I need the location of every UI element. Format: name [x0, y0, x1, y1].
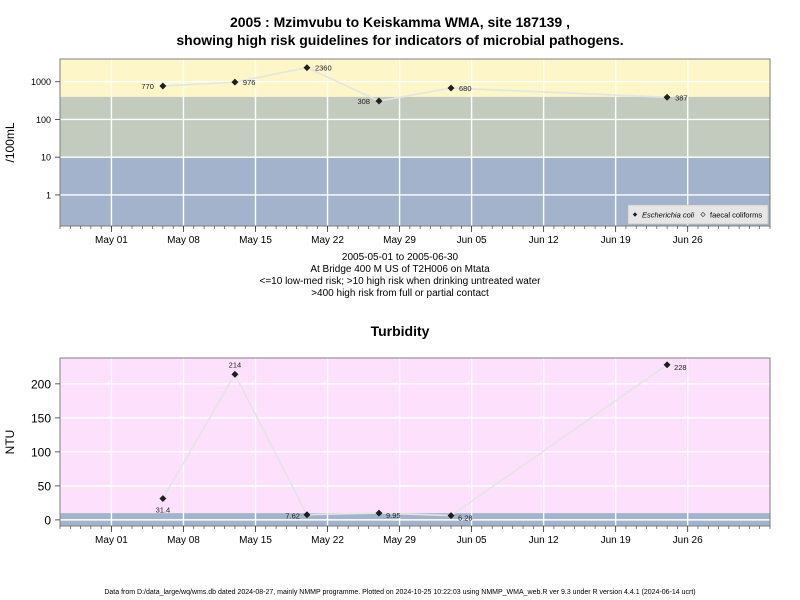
data-point [375, 97, 383, 105]
data-label: 6.28 [458, 514, 473, 523]
data-label: 770 [141, 82, 154, 91]
x-tick-label: Jun 12 [529, 535, 559, 546]
data-label: 680 [459, 84, 472, 93]
chart-title: 2005 : Mzimvubu to Keiskamma WMA, site 1… [229, 14, 570, 30]
x-tick-label: May 22 [311, 535, 344, 546]
data-point [159, 82, 167, 90]
data-label: 2360 [315, 64, 332, 73]
y-tick-label: 100 [36, 115, 51, 125]
data-point [303, 511, 311, 519]
data-point [663, 93, 671, 101]
x-tick-label: Jun 12 [529, 235, 559, 246]
chart-subtitle: showing high risk guidelines for indicat… [176, 32, 624, 48]
x-tick-label: Jun 05 [457, 235, 487, 246]
risk-note-contact: >400 high risk from full or partial cont… [311, 288, 489, 299]
legend-label-faecal: faecal coliforms [710, 211, 762, 220]
x-tick-label: Jun 19 [601, 235, 631, 246]
data-label: 387 [675, 93, 688, 102]
plot-frame [59, 357, 771, 527]
series-line [162, 364, 668, 517]
data-point [231, 78, 239, 86]
x-tick-label: May 22 [311, 235, 344, 246]
data-label: 976 [243, 78, 256, 87]
y-tick-label: 150 [31, 411, 51, 425]
x-tick-label: May 15 [239, 235, 272, 246]
data-label: 31.4 [156, 506, 171, 515]
x-tick-label: May 08 [167, 235, 200, 246]
legend-marker-ecoli [632, 212, 638, 217]
y-tick-label: 100 [31, 445, 51, 459]
data-point [303, 64, 311, 72]
footer-note: Data from D:/data_large/wq/wms.db dated … [104, 589, 696, 596]
data-point [447, 512, 455, 520]
x-tick-label: May 08 [167, 535, 200, 546]
data-label: 228 [674, 363, 687, 372]
x-tick-label: Jun 26 [673, 235, 703, 246]
date-range-text: 2005-05-01 to 2005-06-30 [341, 252, 459, 263]
legend-box [627, 204, 769, 225]
data-point [159, 495, 167, 503]
data-label: 308 [357, 97, 370, 106]
y-tick-label: 10 [41, 153, 51, 163]
location-text: At Bridge 400 M US of T2H006 on Mtata [310, 264, 490, 275]
x-tick-label: Jun 05 [457, 535, 487, 546]
x-tick-label: May 29 [383, 235, 416, 246]
risk-note-drinking: <=10 low-med risk; >10 high risk when dr… [259, 276, 541, 287]
y-tick-label: 1 [46, 190, 51, 200]
x-tick-label: Jun 19 [601, 535, 631, 546]
data-label: 7.62 [285, 512, 300, 521]
plot-0 [55, 58, 771, 232]
series-line [162, 66, 668, 102]
y-axis-label: NTU [3, 430, 17, 455]
data-label: 9.95 [386, 511, 401, 520]
x-tick-label: May 15 [239, 535, 272, 546]
x-tick-label: May 01 [95, 535, 128, 546]
legend-marker-faecal [700, 211, 706, 218]
data-label: 214 [229, 360, 242, 369]
plot-frame [59, 58, 771, 227]
risk-band [60, 96, 770, 158]
y-tick-label: 1000 [31, 77, 51, 87]
risk-band [60, 358, 770, 514]
plot-1 [55, 357, 771, 532]
y-axis-label: /100mL [3, 122, 17, 162]
y-tick-label: 200 [31, 377, 51, 391]
data-point [447, 84, 455, 92]
data-point [231, 370, 239, 378]
data-point [663, 361, 671, 369]
legend-label-ecoli: Escherichia coli [642, 211, 694, 220]
risk-band [60, 59, 770, 97]
y-tick-label: 50 [38, 479, 52, 493]
y-tick-label: 0 [44, 513, 51, 527]
turbidity-title: Turbidity [370, 323, 430, 339]
x-tick-label: May 29 [383, 535, 416, 546]
x-tick-label: Jun 26 [673, 535, 703, 546]
x-tick-label: May 01 [95, 235, 128, 246]
data-point [375, 509, 383, 517]
